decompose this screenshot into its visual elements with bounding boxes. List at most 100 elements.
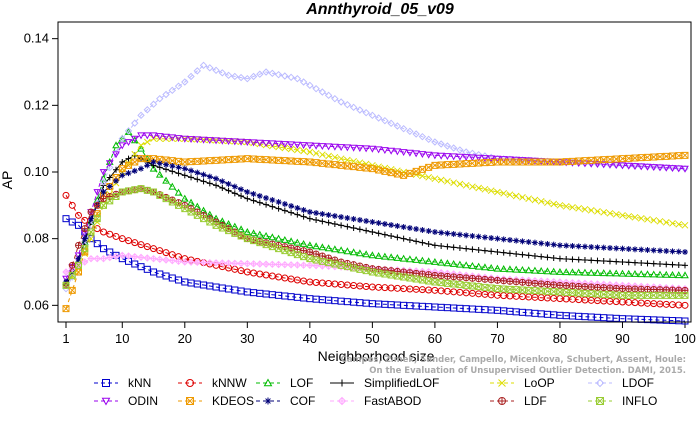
- data-point: [68, 273, 76, 281]
- data-point: [105, 160, 114, 168]
- data-point: [619, 259, 626, 265]
- data-point: [606, 284, 614, 292]
- data-point: [387, 147, 395, 155]
- data-point: [424, 151, 433, 159]
- data-point: [75, 255, 82, 262]
- data-point: [319, 218, 326, 225]
- data-point: [106, 230, 114, 238]
- data-point: [531, 279, 539, 287]
- data-point: [181, 78, 189, 86]
- data-point: [112, 151, 120, 159]
- data-point: [643, 285, 651, 293]
- data-point: [519, 193, 526, 201]
- data-point: [569, 243, 576, 249]
- data-point: [487, 276, 495, 284]
- data-point: [682, 249, 688, 255]
- legend-item-ldf: LDF: [490, 394, 547, 408]
- data-point: [393, 148, 402, 156]
- data-point: [168, 182, 177, 190]
- data-point: [619, 245, 626, 252]
- data-point: [587, 160, 596, 168]
- data-point: [293, 261, 302, 269]
- data-point: [593, 161, 602, 169]
- data-point: [481, 152, 489, 160]
- data-point: [381, 252, 389, 260]
- data-point: [624, 162, 633, 170]
- data-point: [174, 135, 183, 143]
- data-point: [662, 164, 671, 172]
- data-point: [494, 249, 501, 255]
- data-point: [138, 165, 145, 172]
- data-point: [293, 141, 302, 149]
- data-point: [593, 268, 602, 276]
- data-point: [349, 144, 358, 152]
- data-point: [381, 147, 389, 155]
- data-point: [549, 267, 558, 275]
- data-point: [612, 162, 621, 170]
- legend-item-knn: kNN: [94, 376, 151, 390]
- data-point: [106, 197, 114, 205]
- data-point: [143, 138, 151, 146]
- legend-marker: [101, 397, 111, 406]
- data-point: [255, 139, 264, 147]
- data-point: [524, 266, 533, 274]
- data-point: [425, 241, 432, 247]
- data-point: [594, 257, 601, 264]
- data-point: [368, 111, 377, 120]
- data-point: [600, 244, 607, 251]
- data-point: [280, 141, 289, 149]
- data-point: [625, 212, 633, 220]
- data-point: [156, 255, 164, 264]
- data-point: [550, 255, 557, 261]
- data-point: [663, 261, 670, 268]
- data-point: [462, 261, 471, 269]
- data-point: [331, 245, 339, 253]
- data-point: [537, 197, 545, 205]
- data-point: [675, 262, 682, 268]
- data-point: [162, 256, 170, 264]
- data-point: [612, 269, 621, 277]
- data-point: [462, 274, 470, 282]
- data-point: [550, 241, 557, 248]
- data-point: [299, 142, 308, 150]
- data-point: [450, 273, 458, 281]
- data-point: [162, 90, 170, 99]
- series-line: [65, 161, 686, 283]
- data-point: [494, 235, 501, 242]
- legend-label: COF: [290, 394, 315, 408]
- data-point: [443, 142, 452, 150]
- series-cof: [63, 159, 688, 285]
- data-point: [81, 245, 89, 253]
- data-point: [374, 114, 383, 122]
- data-point: [500, 277, 508, 285]
- data-point: [263, 201, 270, 208]
- data-point: [531, 253, 538, 259]
- data-point: [412, 150, 420, 158]
- data-point: [662, 218, 670, 226]
- legend-marker: [337, 396, 347, 406]
- data-point: [199, 136, 208, 144]
- legend-item-cof: COF: [256, 394, 315, 408]
- data-point: [144, 162, 151, 169]
- data-point: [550, 200, 558, 208]
- data-point: [562, 268, 571, 276]
- data-point: [118, 134, 126, 143]
- data-point: [431, 271, 439, 279]
- data-point: [225, 181, 232, 187]
- y-tick-label: 0.06: [24, 297, 49, 312]
- data-point: [650, 260, 657, 267]
- x-tick-label: 90: [615, 331, 629, 346]
- data-point: [256, 70, 264, 78]
- data-point: [87, 235, 95, 243]
- data-point: [181, 165, 188, 172]
- data-point: [143, 132, 152, 140]
- data-point: [312, 149, 320, 157]
- data-point: [668, 165, 677, 173]
- data-point: [224, 138, 233, 146]
- data-point: [174, 188, 183, 196]
- data-point: [181, 172, 188, 179]
- data-point: [494, 188, 501, 196]
- data-point: [481, 275, 489, 283]
- data-point: [468, 149, 477, 158]
- data-point: [81, 225, 89, 233]
